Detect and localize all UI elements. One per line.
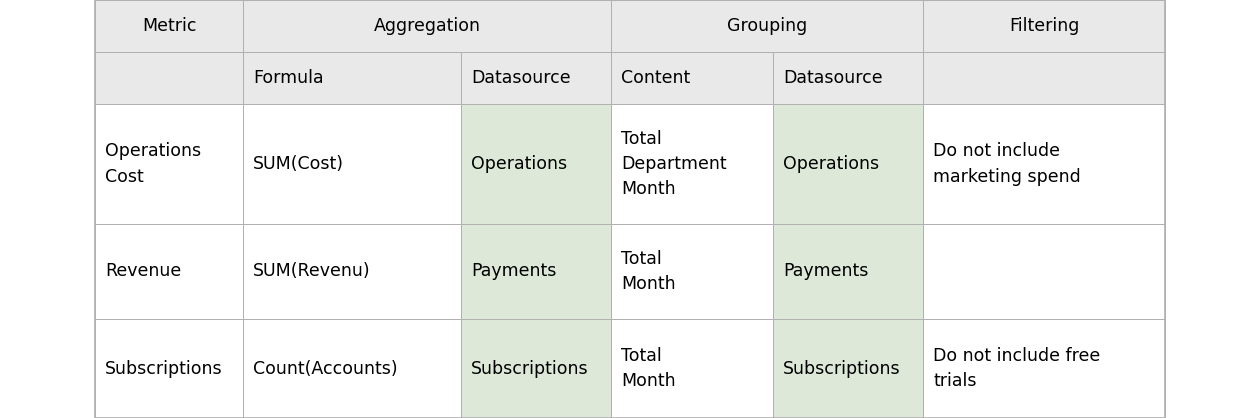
Text: Operations
Cost: Operations Cost: [105, 143, 202, 186]
Bar: [611, 0, 924, 52]
Bar: [924, 104, 1166, 224]
Text: Payments: Payments: [782, 263, 868, 280]
Bar: [94, 224, 243, 319]
Text: Subscriptions: Subscriptions: [471, 359, 588, 377]
Bar: [94, 0, 243, 52]
Bar: [611, 52, 772, 104]
Text: Formula: Formula: [253, 69, 324, 87]
Bar: [924, 319, 1166, 418]
Bar: [243, 104, 461, 224]
Text: Grouping: Grouping: [727, 17, 808, 35]
Text: Total
Month: Total Month: [621, 347, 675, 390]
Bar: [243, 319, 461, 418]
Text: Total
Department
Month: Total Department Month: [621, 130, 727, 198]
Text: Revenue: Revenue: [105, 263, 181, 280]
Text: SUM(Cost): SUM(Cost): [253, 155, 344, 173]
Bar: [243, 0, 611, 52]
Bar: [772, 319, 924, 418]
Text: Subscriptions: Subscriptions: [105, 359, 223, 377]
Text: Subscriptions: Subscriptions: [782, 359, 901, 377]
Bar: [924, 0, 1166, 52]
Text: Operations: Operations: [471, 155, 567, 173]
Bar: [611, 104, 772, 224]
Bar: [94, 104, 243, 224]
Bar: [243, 52, 461, 104]
Bar: [461, 224, 611, 319]
Text: Aggregation: Aggregation: [373, 17, 480, 35]
Text: Total
Month: Total Month: [621, 250, 675, 293]
Bar: [461, 52, 611, 104]
Bar: [94, 319, 243, 418]
Bar: [924, 224, 1166, 319]
Bar: [461, 104, 611, 224]
Text: Do not include
marketing spend: Do not include marketing spend: [932, 143, 1081, 186]
Text: Datasource: Datasource: [471, 69, 571, 87]
Text: Payments: Payments: [471, 263, 557, 280]
Bar: [772, 104, 924, 224]
Bar: [611, 224, 772, 319]
Bar: [243, 224, 461, 319]
Bar: [94, 0, 1166, 418]
Text: Filtering: Filtering: [1009, 17, 1079, 35]
Bar: [94, 52, 243, 104]
Text: Do not include free
trials: Do not include free trials: [932, 347, 1100, 390]
Bar: [924, 52, 1166, 104]
Text: Datasource: Datasource: [782, 69, 882, 87]
Bar: [772, 52, 924, 104]
Text: SUM(Revenu): SUM(Revenu): [253, 263, 370, 280]
Text: Operations: Operations: [782, 155, 879, 173]
Bar: [461, 319, 611, 418]
Bar: [772, 224, 924, 319]
Bar: [611, 319, 772, 418]
Text: Metric: Metric: [141, 17, 197, 35]
Text: Content: Content: [621, 69, 690, 87]
Text: Count(Accounts): Count(Accounts): [253, 359, 398, 377]
